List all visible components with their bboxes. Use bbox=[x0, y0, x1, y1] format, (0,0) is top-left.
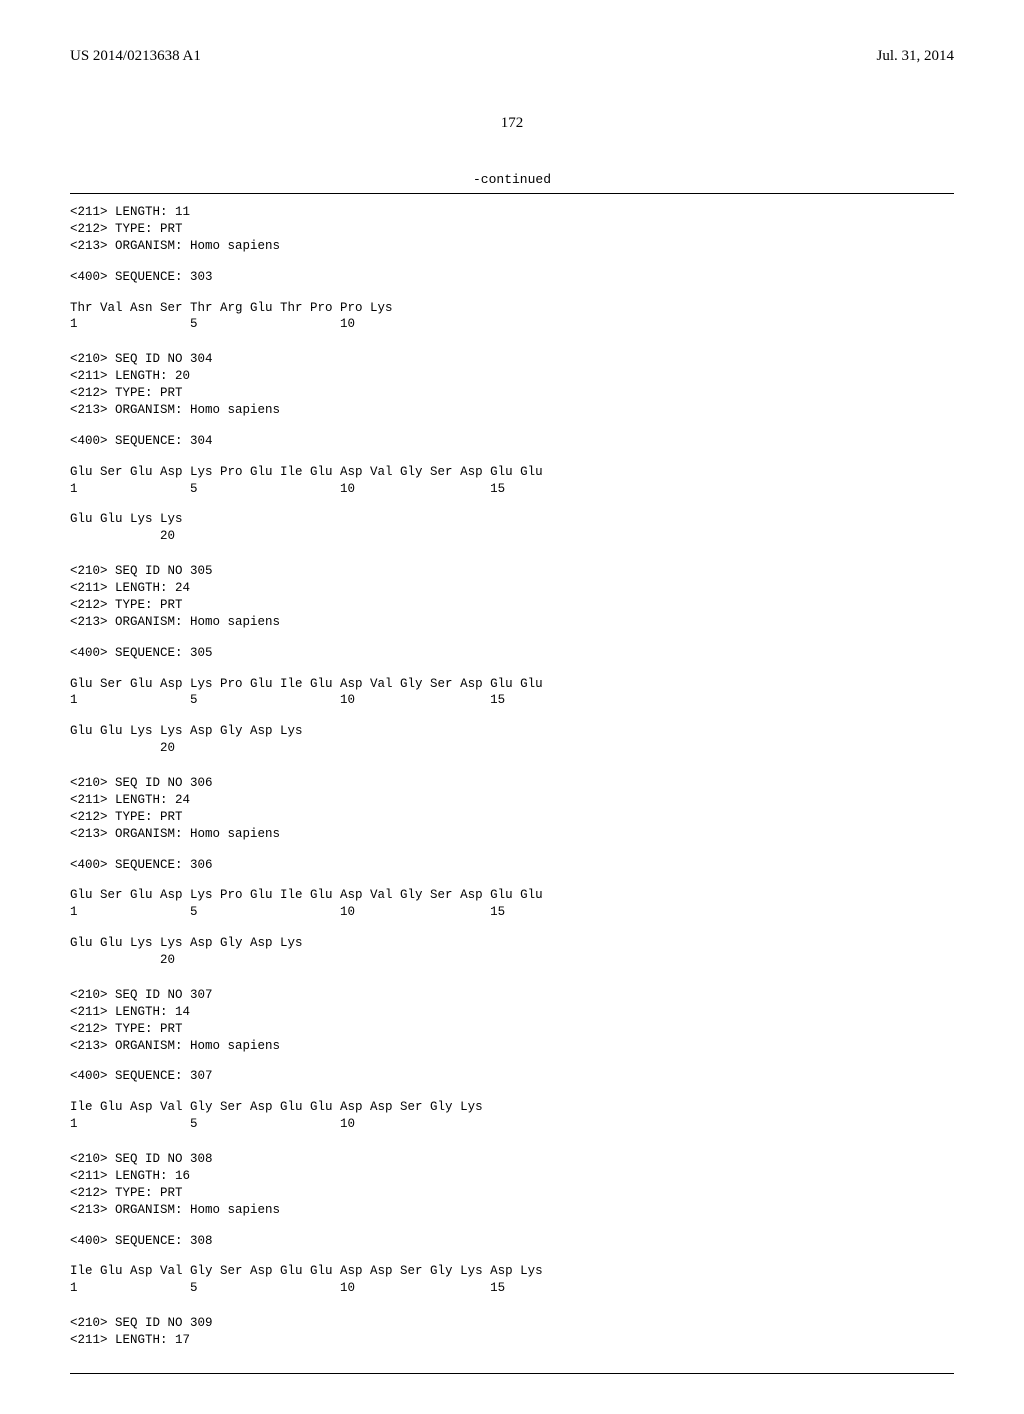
sequence-header: <210> SEQ ID NO 306<211> LENGTH: 24<212>… bbox=[70, 775, 954, 843]
sequence-header: <210> SEQ ID NO 307<211> LENGTH: 14<212>… bbox=[70, 987, 954, 1055]
position-line: 20 bbox=[70, 740, 954, 757]
sequence-number-line: <400> SEQUENCE: 303 bbox=[70, 269, 954, 286]
sequence-listing-box: <211> LENGTH: 11<212> TYPE: PRT<213> ORG… bbox=[70, 193, 954, 1374]
sequence-header-line: <213> ORGANISM: Homo sapiens bbox=[70, 826, 954, 843]
position-line: 1 5 10 bbox=[70, 316, 954, 333]
residue-line: Glu Glu Lys Lys bbox=[70, 511, 954, 528]
residue-line: Glu Ser Glu Asp Lys Pro Glu Ile Glu Asp … bbox=[70, 676, 954, 693]
sequence-header-line: <213> ORGANISM: Homo sapiens bbox=[70, 1202, 954, 1219]
sequence-header-line: <210> SEQ ID NO 307 bbox=[70, 987, 954, 1004]
sequence-header-line: <211> LENGTH: 20 bbox=[70, 368, 954, 385]
sequence-number-line: <400> SEQUENCE: 304 bbox=[70, 433, 954, 450]
sequence-header-line: <212> TYPE: PRT bbox=[70, 385, 954, 402]
sequence-header-line: <212> TYPE: PRT bbox=[70, 1021, 954, 1038]
publication-number: US 2014/0213638 A1 bbox=[70, 48, 201, 65]
sequence-block: <210> SEQ ID NO 308<211> LENGTH: 16<212>… bbox=[70, 1151, 954, 1297]
page-number: 172 bbox=[70, 115, 954, 132]
sequence-header-line: <211> LENGTH: 24 bbox=[70, 580, 954, 597]
sequence-header-line: <210> SEQ ID NO 309 bbox=[70, 1315, 954, 1332]
publication-date: Jul. 31, 2014 bbox=[876, 48, 954, 65]
sequence-block: <210> SEQ ID NO 309<211> LENGTH: 17 bbox=[70, 1315, 954, 1349]
sequence-number-line: <400> SEQUENCE: 305 bbox=[70, 645, 954, 662]
sequence-header-line: <212> TYPE: PRT bbox=[70, 597, 954, 614]
residue-line: Glu Ser Glu Asp Lys Pro Glu Ile Glu Asp … bbox=[70, 887, 954, 904]
sequence-header: <210> SEQ ID NO 309<211> LENGTH: 17 bbox=[70, 1315, 954, 1349]
continued-label: -continued bbox=[70, 172, 954, 187]
position-line: 1 5 10 bbox=[70, 1116, 954, 1133]
residue-line: Glu Glu Lys Lys Asp Gly Asp Lys bbox=[70, 935, 954, 952]
sequence-header-line: <210> SEQ ID NO 304 bbox=[70, 351, 954, 368]
sequence-header-line: <212> TYPE: PRT bbox=[70, 221, 954, 238]
sequence-block: <210> SEQ ID NO 304<211> LENGTH: 20<212>… bbox=[70, 351, 954, 545]
sequence-header: <210> SEQ ID NO 305<211> LENGTH: 24<212>… bbox=[70, 563, 954, 631]
page-header: US 2014/0213638 A1 Jul. 31, 2014 bbox=[70, 48, 954, 65]
residue-line: Thr Val Asn Ser Thr Arg Glu Thr Pro Pro … bbox=[70, 300, 954, 317]
sequence-block: <211> LENGTH: 11<212> TYPE: PRT<213> ORG… bbox=[70, 204, 954, 333]
page-container: US 2014/0213638 A1 Jul. 31, 2014 172 -co… bbox=[0, 0, 1024, 1414]
sequence-header-line: <213> ORGANISM: Homo sapiens bbox=[70, 238, 954, 255]
sequence-header-line: <210> SEQ ID NO 305 bbox=[70, 563, 954, 580]
position-line: 1 5 10 15 bbox=[70, 1280, 954, 1297]
sequence-block: <210> SEQ ID NO 306<211> LENGTH: 24<212>… bbox=[70, 775, 954, 969]
position-line: 1 5 10 15 bbox=[70, 904, 954, 921]
sequence-header-line: <211> LENGTH: 16 bbox=[70, 1168, 954, 1185]
sequence-block: <210> SEQ ID NO 305<211> LENGTH: 24<212>… bbox=[70, 563, 954, 757]
sequence-header-line: <210> SEQ ID NO 308 bbox=[70, 1151, 954, 1168]
sequence-header-line: <211> LENGTH: 17 bbox=[70, 1332, 954, 1349]
residue-line: Glu Ser Glu Asp Lys Pro Glu Ile Glu Asp … bbox=[70, 464, 954, 481]
sequence-header-line: <211> LENGTH: 14 bbox=[70, 1004, 954, 1021]
residue-line: Ile Glu Asp Val Gly Ser Asp Glu Glu Asp … bbox=[70, 1099, 954, 1116]
sequence-header-line: <213> ORGANISM: Homo sapiens bbox=[70, 1038, 954, 1055]
sequence-header: <210> SEQ ID NO 308<211> LENGTH: 16<212>… bbox=[70, 1151, 954, 1219]
sequence-header-line: <212> TYPE: PRT bbox=[70, 1185, 954, 1202]
sequence-header-line: <212> TYPE: PRT bbox=[70, 809, 954, 826]
residue-line: Glu Glu Lys Lys Asp Gly Asp Lys bbox=[70, 723, 954, 740]
sequence-header-line: <213> ORGANISM: Homo sapiens bbox=[70, 402, 954, 419]
position-line: 20 bbox=[70, 952, 954, 969]
sequence-header: <210> SEQ ID NO 304<211> LENGTH: 20<212>… bbox=[70, 351, 954, 419]
sequence-header-line: <213> ORGANISM: Homo sapiens bbox=[70, 614, 954, 631]
sequence-header-line: <211> LENGTH: 24 bbox=[70, 792, 954, 809]
residue-line: Ile Glu Asp Val Gly Ser Asp Glu Glu Asp … bbox=[70, 1263, 954, 1280]
sequence-header: <211> LENGTH: 11<212> TYPE: PRT<213> ORG… bbox=[70, 204, 954, 255]
sequence-header-line: <210> SEQ ID NO 306 bbox=[70, 775, 954, 792]
position-line: 20 bbox=[70, 528, 954, 545]
sequence-header-line: <211> LENGTH: 11 bbox=[70, 204, 954, 221]
sequence-number-line: <400> SEQUENCE: 307 bbox=[70, 1068, 954, 1085]
position-line: 1 5 10 15 bbox=[70, 481, 954, 498]
sequence-number-line: <400> SEQUENCE: 306 bbox=[70, 857, 954, 874]
sequence-block: <210> SEQ ID NO 307<211> LENGTH: 14<212>… bbox=[70, 987, 954, 1133]
position-line: 1 5 10 15 bbox=[70, 692, 954, 709]
sequence-number-line: <400> SEQUENCE: 308 bbox=[70, 1233, 954, 1250]
